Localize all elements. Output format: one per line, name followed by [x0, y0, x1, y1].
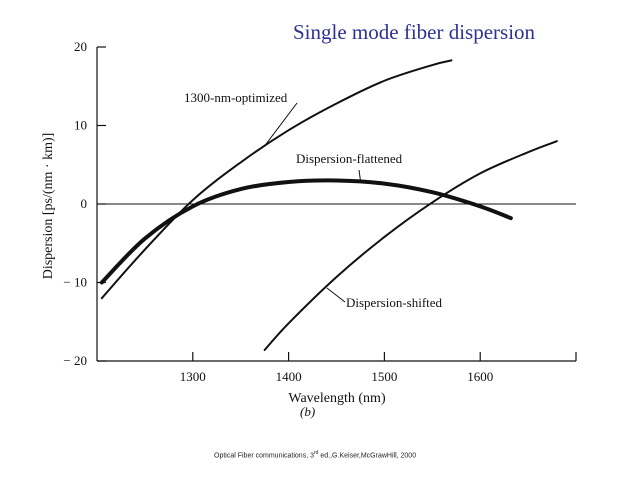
y-tick-label: − 10 — [63, 275, 87, 290]
leader-line-dispersion-shifted — [326, 287, 346, 303]
series-group — [99, 59, 558, 352]
x-axis-label: Wavelength (nm) — [288, 391, 386, 406]
annotation-dispersion-flattened: Dispersion-flattened — [296, 151, 403, 166]
citation-prefix: Optical Fiber communications, 3 — [214, 452, 314, 460]
y-tick-label: − 20 — [63, 353, 87, 368]
series-line-dispersion-flattened — [99, 178, 513, 285]
x-tick-label: 1300 — [180, 369, 206, 384]
annotation-dispersion-shifted: Dispersion-shifted — [346, 295, 443, 310]
leader-line-dispersion-flattened — [358, 169, 361, 181]
citation-suffix: ed.,G.Keiser,McGrawHill, 2000 — [318, 452, 417, 460]
y-axis-label: Dispersion [ps/(nm · km)] — [41, 133, 56, 280]
series-line-dispersion-shifted — [263, 140, 558, 352]
citation-superscript: rd — [313, 450, 319, 456]
footer-citation: Optical Fiber communications, 3rd ed.,G.… — [214, 450, 416, 459]
slide-title: Single mode fiber dispersion — [293, 20, 536, 44]
y-tick-label: 20 — [74, 39, 87, 54]
leader-line-1300-nm-optimized — [264, 102, 298, 147]
x-tick-label: 1500 — [371, 369, 397, 384]
annotations: 1300-nm-optimized Dispersion-flattened Dis… — [184, 90, 443, 310]
axes: 20 10 0 − 10 − 20 1300 1400 1500 1600 — [63, 39, 577, 384]
x-tick-label: 1600 — [467, 369, 493, 384]
x-tick-label: 1400 — [276, 369, 302, 384]
figure-sub-caption: (b) — [300, 404, 316, 419]
series-line-1300-nm-optimized — [100, 59, 453, 300]
y-tick-label: 10 — [74, 118, 87, 133]
annotation-1300-nm-optimized: 1300-nm-optimized — [184, 90, 288, 105]
y-tick-label: 0 — [81, 196, 88, 211]
